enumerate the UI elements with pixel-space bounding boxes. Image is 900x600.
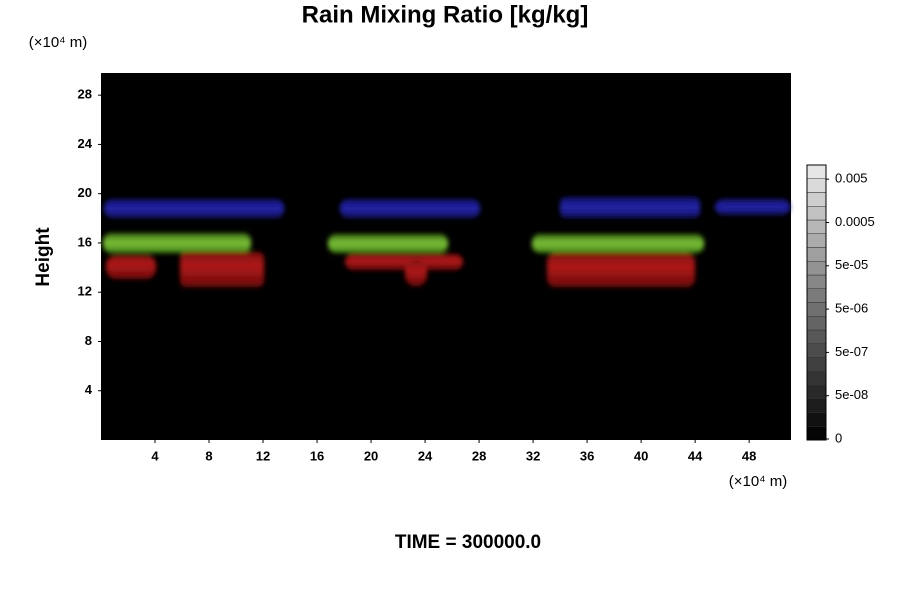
x-tick-label: 12	[256, 448, 270, 463]
y-tick-label: 12	[78, 284, 92, 299]
colorbar-level	[806, 302, 827, 317]
y-tick-label: 16	[78, 234, 92, 249]
colorbar-level	[806, 247, 827, 262]
x-tick-label: 32	[526, 448, 540, 463]
y-tick-label: 8	[85, 333, 92, 348]
blue-band	[104, 199, 284, 218]
y-tick-label: 28	[78, 87, 92, 102]
colorbar-level	[806, 233, 827, 248]
colorbar-tick-label: 0.005	[835, 171, 868, 186]
colorbar-tick-label: 5e-05	[835, 257, 868, 272]
colorbar-level	[806, 274, 827, 289]
y-tick-label: 4	[85, 382, 93, 397]
colorbar-level	[806, 412, 827, 427]
x-tick-label: 40	[634, 448, 648, 463]
x-unit: (×10⁴ m)	[729, 473, 788, 490]
colorbar-level	[806, 371, 827, 386]
colorbar-level	[806, 192, 827, 207]
colorbar: 0 5e-08 5e-07 5e-06 5e-05 0.0005 0.005	[806, 164, 875, 445]
colorbar-level	[806, 261, 827, 276]
green-band	[328, 234, 448, 253]
colorbar-level	[806, 288, 827, 303]
red-band	[345, 254, 463, 270]
colorbar-level	[806, 178, 827, 193]
field	[103, 197, 790, 287]
colorbar-tick-label: 0.0005	[835, 214, 875, 229]
x-tick-label: 36	[580, 448, 594, 463]
y-tick-label: 20	[78, 185, 92, 200]
y-tick-label: 24	[78, 136, 93, 151]
x-tick-label: 8	[205, 448, 212, 463]
green-band	[532, 234, 704, 253]
colorbar-level	[806, 384, 827, 399]
colorbar-level	[806, 164, 827, 179]
colorbar-level	[806, 329, 827, 344]
y-unit: (×10⁴ m)	[29, 34, 88, 51]
colorbar-level	[806, 343, 827, 358]
colorbar-level	[806, 219, 827, 234]
blue-band	[560, 197, 700, 218]
colorbar-level	[806, 316, 827, 331]
blue-band	[715, 199, 790, 215]
green-band	[103, 233, 251, 253]
colorbar-tick-label: 5e-06	[835, 301, 868, 316]
chart-title: Rain Mixing Ratio [kg/kg]	[302, 1, 589, 28]
red-band	[106, 255, 156, 279]
colorbar-level	[806, 357, 827, 372]
blue-band	[340, 199, 480, 218]
x-tick-label: 48	[742, 448, 756, 463]
colorbar-tick-label: 5e-07	[835, 344, 868, 359]
x-tick-label: 24	[418, 448, 433, 463]
red-band	[180, 252, 264, 287]
colorbar-level	[806, 426, 827, 441]
x-tick-label: 28	[472, 448, 486, 463]
colorbar-frame	[806, 164, 827, 441]
x-tick-label: 16	[310, 448, 324, 463]
red-band	[405, 260, 427, 286]
colorbar-tick-label: 5e-08	[835, 387, 868, 402]
colorbar-level	[806, 398, 827, 413]
x-tick-label: 4	[151, 448, 159, 463]
time-label: TIME = 300000.0	[395, 532, 541, 553]
x-tick-label: 20	[364, 448, 378, 463]
x-tick-label: 44	[688, 448, 703, 463]
colorbar-level	[806, 206, 827, 221]
y-axis-label: Height	[33, 227, 54, 287]
red-band	[547, 253, 695, 287]
colorbar-tick-label: 0	[835, 430, 842, 445]
